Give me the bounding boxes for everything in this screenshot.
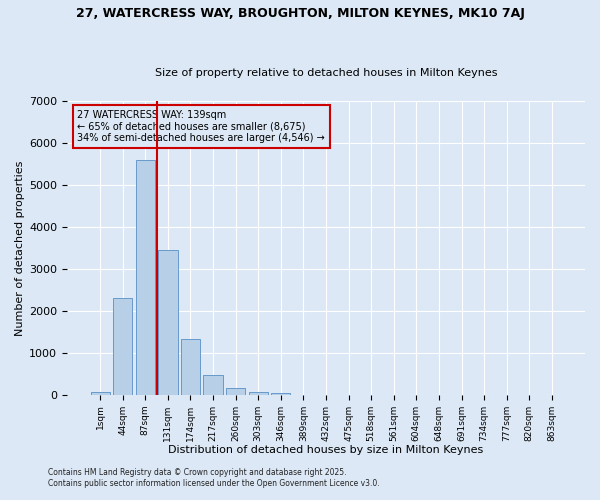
Bar xyxy=(226,388,245,394)
Title: Size of property relative to detached houses in Milton Keynes: Size of property relative to detached ho… xyxy=(155,68,497,78)
Bar xyxy=(136,160,155,394)
Bar xyxy=(91,392,110,394)
X-axis label: Distribution of detached houses by size in Milton Keynes: Distribution of detached houses by size … xyxy=(169,445,484,455)
Bar xyxy=(113,298,133,394)
Text: 27, WATERCRESS WAY, BROUGHTON, MILTON KEYNES, MK10 7AJ: 27, WATERCRESS WAY, BROUGHTON, MILTON KE… xyxy=(76,8,524,20)
Bar xyxy=(203,374,223,394)
Bar xyxy=(248,392,268,394)
Text: 27 WATERCRESS WAY: 139sqm
← 65% of detached houses are smaller (8,675)
34% of se: 27 WATERCRESS WAY: 139sqm ← 65% of detac… xyxy=(77,110,325,143)
Bar xyxy=(158,250,178,394)
Y-axis label: Number of detached properties: Number of detached properties xyxy=(15,160,25,336)
Bar xyxy=(271,393,290,394)
Bar xyxy=(181,340,200,394)
Text: Contains HM Land Registry data © Crown copyright and database right 2025.
Contai: Contains HM Land Registry data © Crown c… xyxy=(48,468,380,487)
